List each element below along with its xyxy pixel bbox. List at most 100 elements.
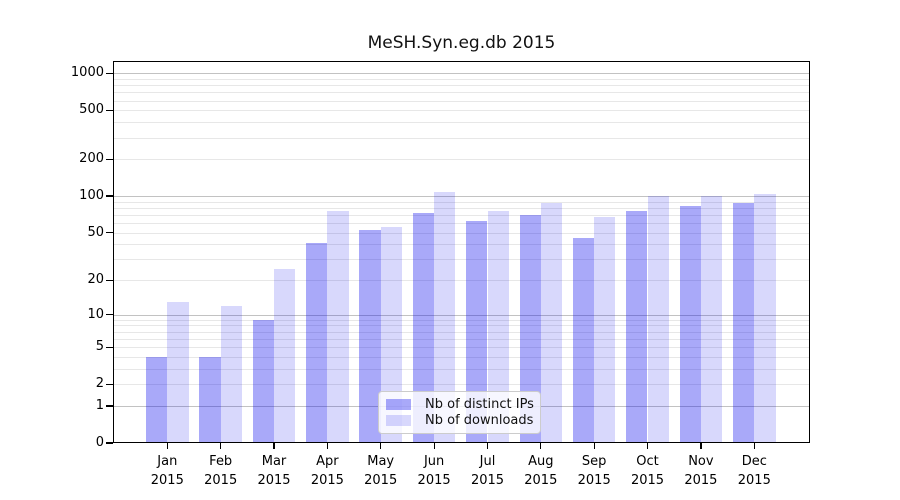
bar-downloads <box>754 194 776 443</box>
y-tick-mark <box>105 314 113 316</box>
x-tick-label: Feb 2015 <box>204 454 238 488</box>
x-tick-label: Nov 2015 <box>684 454 718 488</box>
x-tick-mark <box>166 443 168 449</box>
minor-gridline <box>113 79 810 80</box>
minor-gridline <box>113 244 810 246</box>
legend-item-distinct-ips: Nb of distinct IPs <box>386 396 534 413</box>
x-tick-label: Dec 2015 <box>737 454 771 488</box>
minor-gridline <box>113 319 810 321</box>
bar-distinct-ips <box>146 356 168 443</box>
minor-gridline <box>113 338 810 340</box>
minor-gridline <box>113 259 810 261</box>
minor-gridline <box>113 207 810 209</box>
x-tick-mark <box>753 443 755 449</box>
y-tick-label: 2 <box>95 376 104 392</box>
minor-gridline <box>113 92 810 94</box>
x-tick-mark <box>486 443 489 449</box>
minor-gridline <box>113 110 810 112</box>
minor-gridline <box>113 280 810 282</box>
minor-gridline <box>113 347 810 349</box>
x-tick-label: Jun 2015 <box>417 454 451 488</box>
x-tick-mark <box>700 443 702 449</box>
legend-item-downloads: Nb of downloads <box>386 413 534 430</box>
bar-downloads <box>540 202 563 443</box>
bar-distinct-ips <box>466 220 488 443</box>
minor-gridline <box>113 223 810 224</box>
x-tick-mark <box>326 443 328 449</box>
bar-downloads <box>220 305 242 443</box>
bar-distinct-ips <box>359 229 381 443</box>
x-tick-label: Oct 2015 <box>630 454 665 488</box>
minor-gridline <box>113 232 810 234</box>
bar-downloads <box>380 226 402 443</box>
minor-gridline <box>113 356 810 358</box>
legend-label-downloads: Nb of downloads <box>425 413 534 429</box>
bar-distinct-ips <box>412 212 435 443</box>
x-tick-mark <box>646 443 649 449</box>
bar-distinct-ips <box>572 238 595 443</box>
y-tick-label: 1 <box>95 397 104 413</box>
x-tick-mark <box>380 443 382 449</box>
minor-gridline <box>113 100 810 102</box>
y-tick-label: 20 <box>87 272 104 288</box>
plot-area: Nb of distinct IPs Nb of downloads <box>113 61 810 443</box>
grid-layer <box>113 61 810 443</box>
bar-layer <box>113 61 810 443</box>
minor-gridline <box>113 214 810 216</box>
x-tick-label: Jan 2015 <box>150 454 184 488</box>
y-tick-mark <box>105 442 113 444</box>
bar-downloads <box>167 301 189 443</box>
x-tick-mark <box>593 443 595 449</box>
y-tick-mark <box>105 72 113 74</box>
y-tick-mark <box>105 279 113 281</box>
legend-swatch-distinct-ips <box>386 398 411 410</box>
y-tick-label: 10 <box>87 306 104 322</box>
y-tick-label: 0 <box>95 435 104 450</box>
legend-swatch-downloads <box>386 415 411 427</box>
minor-gridline <box>113 384 810 386</box>
minor-gridline <box>113 137 810 139</box>
bar-distinct-ips <box>626 210 648 443</box>
bar-downloads <box>434 192 456 443</box>
bar-distinct-ips <box>733 203 755 443</box>
bar-downloads <box>594 217 616 443</box>
minor-gridline <box>113 201 810 203</box>
y-tick-label: 1000 <box>70 65 104 81</box>
chart-title: MeSH.Syn.eg.db 2015 <box>367 33 556 53</box>
y-tick-label: 500 <box>79 102 104 118</box>
y-tick-mark <box>105 346 113 348</box>
y-tick-label: 200 <box>79 151 104 167</box>
minor-gridline <box>113 85 810 87</box>
bar-downloads <box>700 196 723 443</box>
bar-distinct-ips <box>519 214 541 443</box>
bar-distinct-ips <box>252 319 274 443</box>
y-tick-mark <box>105 158 113 160</box>
bar-downloads <box>274 268 296 443</box>
minor-gridline <box>113 325 810 327</box>
major-gridline <box>113 314 810 316</box>
bar-downloads <box>487 211 509 443</box>
bar-downloads <box>327 211 349 443</box>
y-tick-label: 50 <box>87 224 104 240</box>
bar-downloads <box>647 196 669 443</box>
x-tick-label: Jul 2015 <box>470 454 505 488</box>
minor-gridline <box>113 331 810 333</box>
bar-distinct-ips <box>306 243 328 443</box>
x-tick-label: Aug 2015 <box>524 454 558 488</box>
major-gridline <box>113 196 810 198</box>
major-gridline <box>113 73 810 75</box>
x-tick-mark <box>433 443 435 449</box>
x-tick-label: May 2015 <box>364 454 398 488</box>
y-tick-mark <box>105 405 113 407</box>
minor-gridline <box>113 122 810 124</box>
x-tick-mark <box>220 443 222 449</box>
y-tick-mark <box>105 195 113 197</box>
x-tick-label: Sep 2015 <box>577 454 611 488</box>
y-tick-mark <box>105 383 113 385</box>
y-tick-label: 100 <box>79 188 104 204</box>
y-tick-label: 5 <box>95 339 104 355</box>
x-tick-mark <box>540 443 542 449</box>
x-tick-label: Apr 2015 <box>310 454 344 488</box>
y-tick-mark <box>105 232 113 234</box>
